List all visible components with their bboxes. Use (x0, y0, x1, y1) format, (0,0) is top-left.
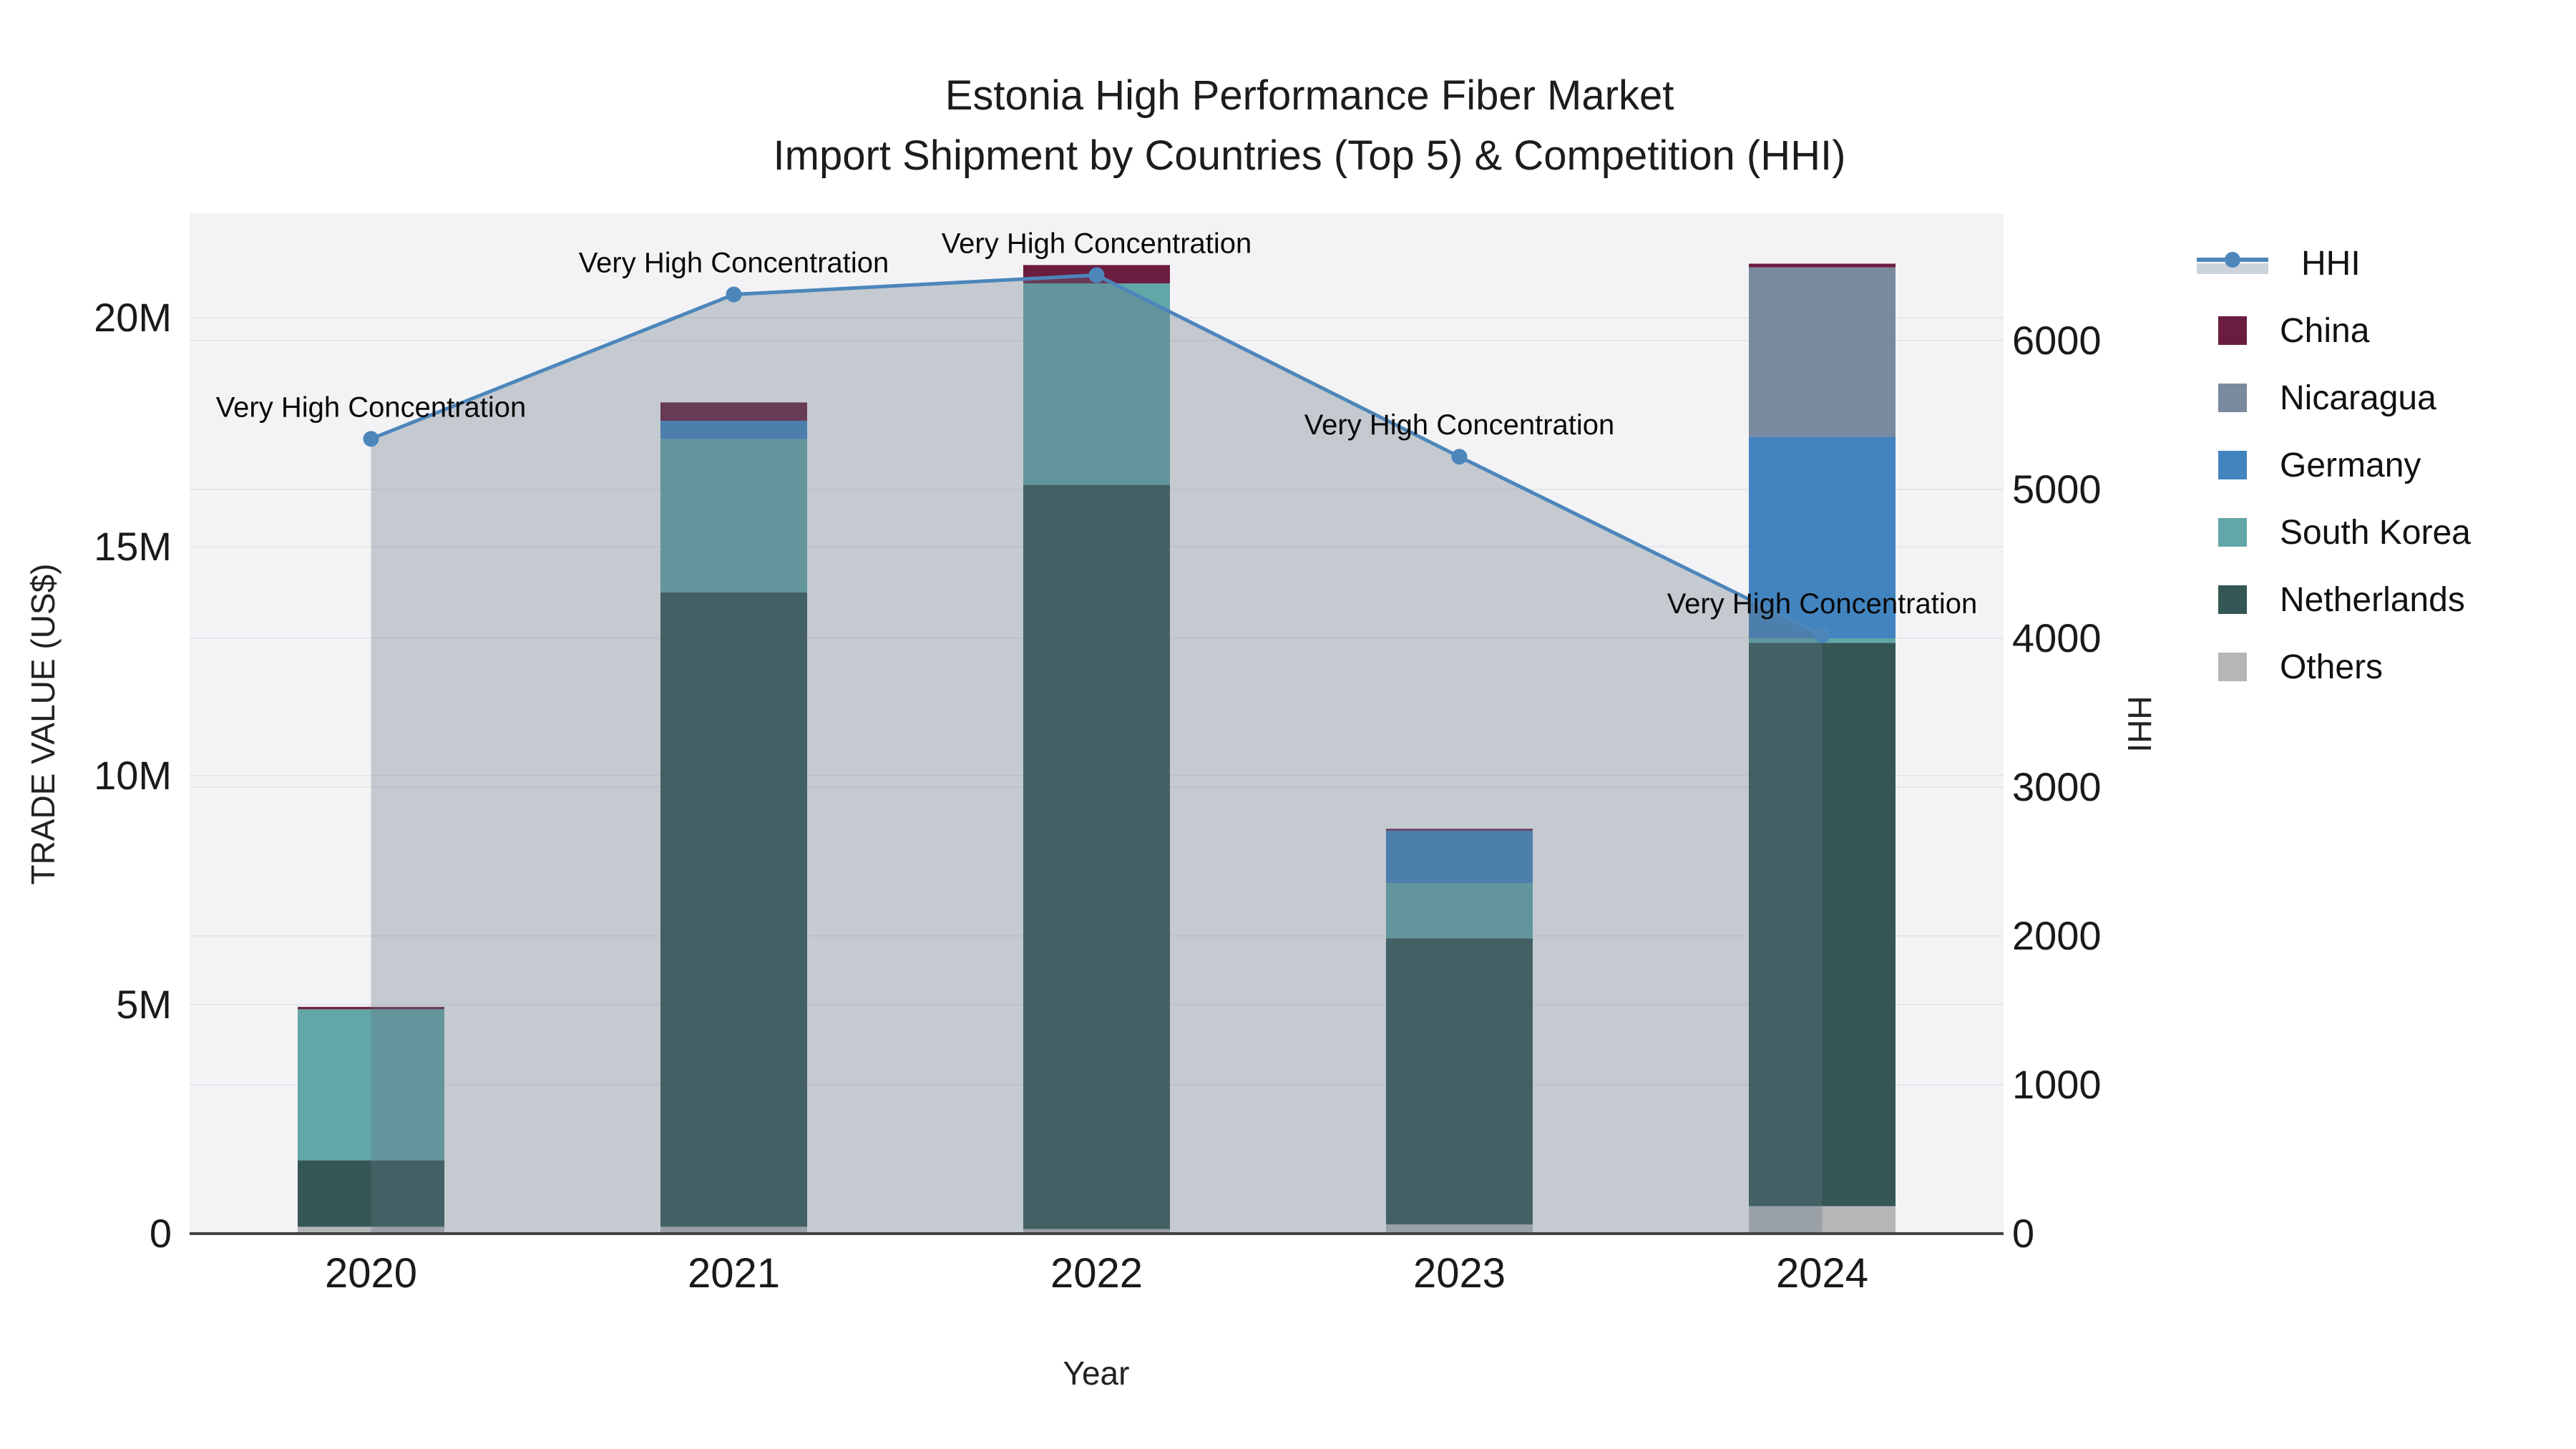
hhi-marker[interactable] (1451, 449, 1468, 465)
y-tick-label: 5M (116, 982, 172, 1027)
y2-tick-label: 5000 (2012, 467, 2102, 512)
y-tick-label: 10M (94, 753, 172, 798)
bar-segment-south-korea[interactable] (298, 1009, 444, 1161)
legend-label: HHI (2301, 244, 2361, 283)
x-tick-label: 2022 (1050, 1250, 1143, 1297)
x-tick-label: 2024 (1775, 1250, 1869, 1297)
legend-item-south-korea[interactable]: South Korea (2191, 499, 2563, 566)
bar-segment-china[interactable] (1749, 263, 1896, 268)
hhi-marker[interactable] (363, 431, 379, 447)
bar-segment-others[interactable] (298, 1226, 444, 1234)
bar-segment-germany[interactable] (1749, 436, 1896, 638)
legend-item-others[interactable]: Others (2191, 633, 2563, 701)
bar-segment-china[interactable] (660, 402, 807, 421)
hhi-marker[interactable] (1088, 267, 1105, 283)
bar-segment-china[interactable] (298, 1007, 444, 1010)
legend-label: Netherlands (2280, 580, 2465, 619)
bar-segment-south-korea[interactable] (1386, 883, 1533, 939)
x-tick-label: 2023 (1413, 1250, 1506, 1297)
y2-tick-label: 0 (2012, 1211, 2035, 1256)
x-axis-title: Year (1063, 1355, 1130, 1392)
bar-segment-netherlands[interactable] (1749, 643, 1896, 1206)
bar-segment-others[interactable] (660, 1226, 807, 1234)
x-tick-label: 2020 (324, 1250, 418, 1297)
legend-swatch (2218, 451, 2247, 479)
chart-canvas[interactable]: Very High Concentration Very High Concent… (190, 213, 2004, 1235)
y-tick-label: 15M (94, 524, 172, 569)
bar-segment-south-korea[interactable] (660, 439, 807, 592)
chart-title: Estonia High Performance Fiber Market Im… (43, 66, 2576, 186)
y2-tick-label: 4000 (2012, 615, 2102, 660)
legend-label: Germany (2280, 446, 2421, 484)
annotation-label: Very High Concentration (1667, 588, 1978, 620)
legend-item-china[interactable]: China (2191, 297, 2563, 364)
legend-swatch (2218, 585, 2247, 614)
y2-tick-label: 3000 (2012, 764, 2102, 809)
legend-item-hhi[interactable]: HHI (2191, 230, 2563, 297)
legend-label: Nicaragua (2280, 379, 2436, 417)
hhi-marker[interactable] (1814, 627, 1830, 643)
x-tick-label: 2021 (687, 1250, 781, 1297)
annotation-label: Very High Concentration (579, 248, 889, 279)
bar-segment-germany[interactable] (660, 421, 807, 439)
hhi-area-fill (371, 275, 1823, 1234)
bar-segment-nicaragua[interactable] (1749, 267, 1896, 437)
bar-segment-china[interactable] (1386, 829, 1533, 831)
legend-swatch (2218, 653, 2247, 681)
bar-segment-others[interactable] (1749, 1206, 1896, 1234)
y2-tick-label: 2000 (2012, 913, 2102, 958)
legend-label: Others (2280, 648, 2384, 686)
y2-tick-label: 1000 (2012, 1062, 2102, 1107)
annotation-label: Very High Concentration (1304, 409, 1615, 441)
legend-swatch (2218, 384, 2247, 412)
chart-title-line1: Estonia High Performance Fiber Market (945, 72, 1674, 119)
legend: HHI China Nicaragua Germany South Korea Nethe… (2191, 230, 2563, 701)
bar-segment-germany[interactable] (1386, 830, 1533, 884)
bar-segment-netherlands[interactable] (1386, 938, 1533, 1225)
bar-segment-others[interactable] (1023, 1229, 1170, 1234)
bar-segment-netherlands[interactable] (1023, 484, 1170, 1229)
legend-swatch (2218, 518, 2247, 547)
legend-item-germany[interactable]: Germany (2191, 431, 2563, 499)
chart-title-line2: Import Shipment by Countries (Top 5) & C… (773, 132, 1846, 179)
y-tick-label: 20M (94, 295, 172, 340)
bar-segment-others[interactable] (1386, 1224, 1533, 1234)
legend-item-netherlands[interactable]: Netherlands (2191, 566, 2563, 633)
legend-label: China (2280, 311, 2370, 350)
bar-segment-south-korea[interactable] (1023, 283, 1170, 485)
y-axis-title: TRADE VALUE (US$) (24, 563, 62, 885)
legend-hhi-sample (2197, 248, 2268, 279)
legend-label: South Korea (2280, 513, 2471, 552)
bar-segment-netherlands[interactable] (660, 592, 807, 1227)
hhi-marker[interactable] (726, 286, 742, 303)
annotation-label: Very High Concentration (942, 228, 1252, 259)
y2-tick-label: 6000 (2012, 318, 2102, 363)
y-tick-label: 0 (149, 1211, 172, 1256)
legend-item-nicaragua[interactable]: Nicaragua (2191, 364, 2563, 431)
bar-segment-netherlands[interactable] (298, 1160, 444, 1227)
legend-swatch (2218, 316, 2247, 345)
annotation-label: Very High Concentration (216, 391, 527, 423)
